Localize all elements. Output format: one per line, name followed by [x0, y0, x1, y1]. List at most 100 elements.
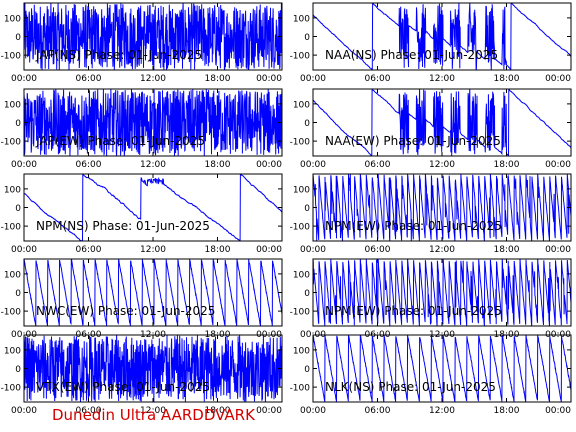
y-tick-label: 100: [4, 270, 21, 280]
chart-title: NPM(EW) Phase: 01-Jun-2025: [325, 304, 502, 318]
x-tick-label: 00:00: [256, 245, 282, 255]
x-tick-label: 00:00: [11, 406, 37, 416]
y-tick-label: -100: [1, 223, 22, 233]
series-line: [313, 89, 571, 156]
x-tick-label: 00:00: [300, 245, 326, 255]
chart-title: JAP(EW) Phase: 01-Jun-2025: [35, 134, 205, 148]
x-tick-label: 06:00: [365, 160, 391, 170]
phase-chart-9: 100 0 -100 00:00 06:00 12:00 18:00 00:00 VTX(EW)…: [1, 334, 283, 416]
y-tick-label: -100: [290, 52, 311, 62]
x-tick-label: 12:00: [429, 74, 455, 84]
y-tick-label: 0: [15, 204, 21, 214]
x-tick-label: 06:00: [365, 74, 391, 84]
phase-chart-1: 100 0 -100 00:00 06:00 12:00 18:00 00:00 JAP(NS)…: [1, 2, 283, 84]
x-tick-label: 00:00: [256, 160, 282, 170]
x-tick-label: 00:00: [11, 160, 37, 170]
x-tick-label: 12:00: [140, 245, 166, 255]
phase-chart-5: 100 0 -100 00:00 06:00 12:00 18:00 00:00 NPM(NS)…: [1, 173, 283, 255]
x-tick-label: 18:00: [494, 74, 520, 84]
phase-chart-3: 100 0 -100 00:00 06:00 12:00 18:00 00:00 JAP(EW)…: [1, 88, 283, 170]
x-tick-label: 06:00: [365, 406, 391, 416]
footer-station-label: Dunedin Ultra AARDDVARK: [52, 406, 255, 424]
y-tick-label: 0: [15, 33, 21, 43]
y-tick-label: 0: [15, 289, 21, 299]
x-tick-label: 12:00: [140, 406, 166, 416]
x-tick-label: 00:00: [300, 160, 326, 170]
y-tick-label: -100: [1, 384, 22, 394]
y-tick-label: 100: [293, 185, 310, 195]
series-line: [313, 174, 571, 241]
y-tick-label: 100: [293, 270, 310, 280]
phase-chart-6: 100 0 -100 00:00 06:00 12:00 18:00 00:00 NPM(EW)…: [290, 173, 572, 255]
x-tick-label: 00:00: [545, 160, 571, 170]
x-tick-label: 18:00: [494, 406, 520, 416]
phase-chart-2: 100 0 -100 00:00 06:00 12:00 18:00 00:00 NAA(NS)…: [290, 2, 572, 84]
chart-title: VTX(EW) Phase: 01-Jun-2025: [36, 380, 210, 394]
x-tick-label: 00:00: [545, 406, 571, 416]
phase-chart-4: 100 0 -100 00:00 06:00 12:00 18:00 00:00 NAA(EW)…: [290, 88, 572, 170]
y-tick-label: 0: [304, 119, 310, 129]
x-tick-label: 06:00: [76, 74, 102, 84]
y-tick-label: -100: [1, 52, 22, 62]
x-tick-label: 00:00: [256, 406, 282, 416]
y-tick-label: 100: [4, 185, 21, 195]
x-tick-label: 18:00: [205, 160, 231, 170]
x-tick-label: 00:00: [545, 74, 571, 84]
x-tick-label: 06:00: [76, 160, 102, 170]
series-line: [24, 259, 282, 326]
series-line: [24, 335, 282, 402]
x-tick-label: 18:00: [205, 406, 231, 416]
y-tick-label: 0: [304, 204, 310, 214]
x-tick-label: 00:00: [300, 406, 326, 416]
chart-title: NAA(NS) Phase: 01-Jun-2025: [325, 48, 498, 62]
series-line: [24, 174, 282, 241]
series-line: [313, 3, 571, 70]
x-tick-label: 12:00: [140, 74, 166, 84]
x-tick-label: 06:00: [76, 406, 102, 416]
x-tick-label: 00:00: [11, 245, 37, 255]
x-tick-label: 18:00: [205, 74, 231, 84]
x-tick-label: 00:00: [300, 74, 326, 84]
y-tick-label: 0: [15, 365, 21, 375]
x-tick-label: 12:00: [429, 160, 455, 170]
x-tick-label: 18:00: [205, 245, 231, 255]
y-tick-label: -100: [1, 308, 22, 318]
series-line: [313, 259, 571, 326]
chart-title: NAA(EW) Phase: 01-Jun-2025: [325, 134, 501, 148]
x-tick-label: 00:00: [11, 74, 37, 84]
chart-title: NPM(NS) Phase: 01-Jun-2025: [36, 219, 210, 233]
y-tick-label: 100: [293, 14, 310, 24]
x-tick-label: 12:00: [429, 406, 455, 416]
y-tick-label: 0: [304, 289, 310, 299]
x-tick-label: 00:00: [256, 74, 282, 84]
y-tick-label: -100: [290, 223, 311, 233]
series-line: [24, 89, 282, 156]
x-tick-label: 18:00: [494, 160, 520, 170]
y-tick-label: 100: [293, 100, 310, 110]
x-tick-label: 00:00: [545, 245, 571, 255]
x-tick-label: 06:00: [365, 245, 391, 255]
y-tick-label: -100: [1, 138, 22, 148]
y-tick-label: 0: [304, 33, 310, 43]
y-tick-label: -100: [290, 308, 311, 318]
y-tick-label: -100: [290, 384, 311, 394]
y-tick-label: 100: [293, 346, 310, 356]
x-tick-label: 12:00: [429, 245, 455, 255]
x-tick-label: 12:00: [140, 160, 166, 170]
y-tick-label: 0: [15, 119, 21, 129]
y-tick-label: 100: [4, 100, 21, 110]
series-line: [313, 335, 571, 402]
chart-title: NPM(EW) Phase: 01-Jun-2025: [325, 219, 502, 233]
chart-title: JAP(NS) Phase: 01-Jun-2025: [35, 48, 202, 62]
y-tick-label: 0: [304, 365, 310, 375]
x-tick-label: 18:00: [494, 245, 520, 255]
phase-chart-10: 100 0 -100 00:00 06:00 12:00 18:00 00:00 NLK(NS)…: [290, 334, 572, 416]
x-tick-label: 06:00: [76, 245, 102, 255]
y-tick-label: -100: [290, 138, 311, 148]
y-tick-label: 100: [4, 346, 21, 356]
chart-title: NWC(EW) Phase: 01-Jun-2025: [36, 304, 215, 318]
chart-title: NLK(NS) Phase: 01-Jun-2025: [325, 380, 496, 394]
